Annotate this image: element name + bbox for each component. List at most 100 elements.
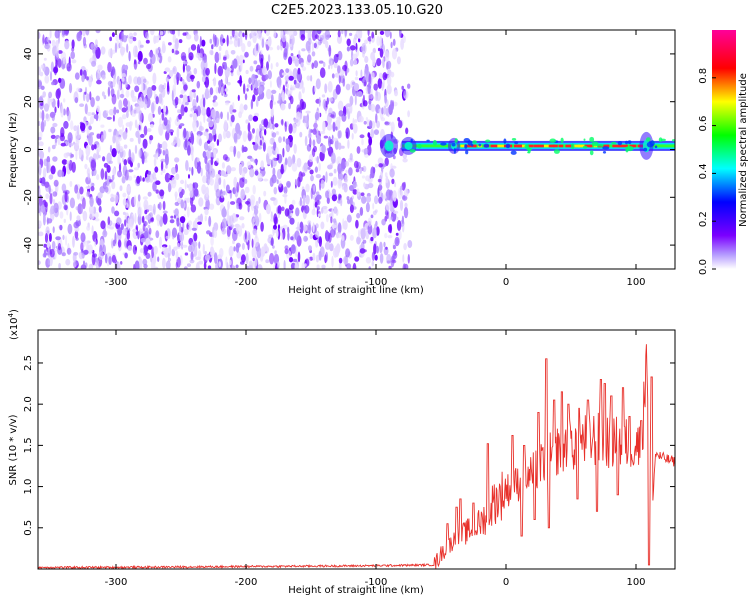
- noise-speckle: [368, 136, 373, 146]
- noise-speckle: [252, 184, 256, 195]
- noise-speckle: [338, 172, 344, 182]
- noise-speckle: [242, 146, 248, 153]
- noise-speckle: [76, 87, 81, 92]
- y-tick-label: 2.0: [23, 396, 34, 412]
- noise-speckle: [257, 264, 263, 269]
- noise-speckle: [310, 187, 313, 200]
- noise-speckle: [193, 67, 198, 75]
- noise-speckle: [165, 76, 170, 83]
- noise-speckle: [70, 153, 74, 158]
- noise-speckle: [372, 47, 376, 54]
- noise-speckle: [349, 234, 354, 241]
- noise-speckle: [89, 91, 92, 101]
- noise-speckle: [218, 80, 222, 87]
- noise-speckle: [103, 162, 109, 168]
- noise-speckle: [290, 244, 296, 254]
- noise-speckle: [145, 227, 149, 239]
- noise-speckle: [324, 106, 328, 114]
- noise-speckle: [216, 117, 220, 124]
- noise-speckle: [76, 31, 82, 42]
- noise-speckle: [38, 141, 44, 147]
- noise-speckle: [178, 98, 182, 105]
- noise-speckle: [209, 177, 214, 186]
- noise-speckle: [147, 170, 151, 175]
- noise-speckle: [332, 137, 339, 142]
- signal-peak: [633, 144, 637, 148]
- noise-speckle: [327, 81, 333, 93]
- noise-speckle: [172, 67, 176, 72]
- noise-speckle: [369, 120, 373, 129]
- noise-speckle: [277, 261, 280, 269]
- noise-speckle: [373, 129, 379, 136]
- noise-speckle: [90, 186, 95, 192]
- noise-speckle: [260, 221, 264, 232]
- noise-speckle: [374, 254, 378, 261]
- noise-speckle: [193, 91, 197, 99]
- noise-speckle: [137, 61, 141, 65]
- noise-speckle: [176, 126, 180, 139]
- noise-speckle: [124, 169, 129, 181]
- noise-speckle: [95, 30, 101, 34]
- noise-speckle: [238, 54, 244, 65]
- noise-speckle: [85, 186, 91, 189]
- noise-speckle: [372, 202, 375, 210]
- noise-speckle: [83, 116, 87, 123]
- noise-speckle: [167, 182, 172, 193]
- noise-speckle: [379, 241, 383, 254]
- noise-speckle: [345, 131, 349, 139]
- noise-speckle: [54, 251, 57, 260]
- colorbar-tick-label: 0.0: [698, 259, 709, 275]
- noise-speckle: [74, 97, 79, 104]
- noise-speckle: [269, 80, 272, 88]
- noise-speckle: [104, 253, 108, 264]
- noise-speckle: [221, 162, 225, 169]
- noise-speckle: [215, 86, 219, 94]
- noise-speckle: [116, 109, 120, 114]
- noise-speckle: [126, 43, 129, 53]
- noise-speckle: [139, 44, 144, 48]
- colorbar-ticks: 0.0 0.2 0.4 0.6 0.8: [698, 68, 716, 275]
- noise-speckle: [218, 52, 221, 61]
- noise-speckle: [111, 93, 117, 105]
- noise-speckle: [302, 194, 306, 207]
- noise-speckle: [396, 220, 402, 231]
- noise-speckle: [284, 245, 289, 250]
- noise-speckle: [290, 159, 294, 165]
- noise-speckle: [330, 152, 336, 164]
- noise-speckle: [234, 31, 239, 41]
- noise-speckle: [49, 192, 53, 205]
- noise-speckle: [331, 73, 335, 79]
- noise-speckle: [57, 98, 60, 109]
- noise-speckle: [376, 91, 381, 102]
- noise-speckle: [200, 60, 205, 71]
- noise-speckle: [267, 70, 272, 80]
- noise-speckle: [398, 230, 402, 240]
- noise-speckle: [164, 153, 169, 166]
- noise-speckle: [269, 252, 275, 265]
- noise-speckle: [328, 44, 332, 57]
- noise-speckle: [381, 82, 384, 91]
- noise-speckle: [305, 30, 310, 33]
- signal-fleck: [602, 151, 607, 154]
- noise-speckle: [38, 164, 42, 176]
- noise-speckle: [133, 195, 137, 207]
- signal-fleck: [589, 136, 595, 143]
- noise-speckle: [122, 157, 124, 163]
- noise-speckle: [232, 109, 237, 113]
- noise-speckle: [337, 100, 344, 111]
- noise-speckle: [255, 232, 258, 239]
- noise-speckle: [145, 237, 151, 247]
- noise-speckle: [362, 165, 367, 173]
- noise-speckle: [312, 222, 315, 233]
- noise-speckle: [270, 237, 274, 247]
- noise-speckle: [357, 30, 363, 39]
- noise-speckle: [391, 48, 398, 60]
- noise-speckle: [123, 47, 126, 53]
- noise-speckle: [280, 232, 284, 241]
- y-tick-label: -40: [23, 237, 34, 253]
- noise-speckle: [143, 199, 149, 210]
- noise-speckle: [137, 162, 140, 168]
- noise-speckle: [101, 91, 105, 97]
- noise-speckle: [241, 242, 245, 251]
- noise-speckle: [121, 176, 126, 184]
